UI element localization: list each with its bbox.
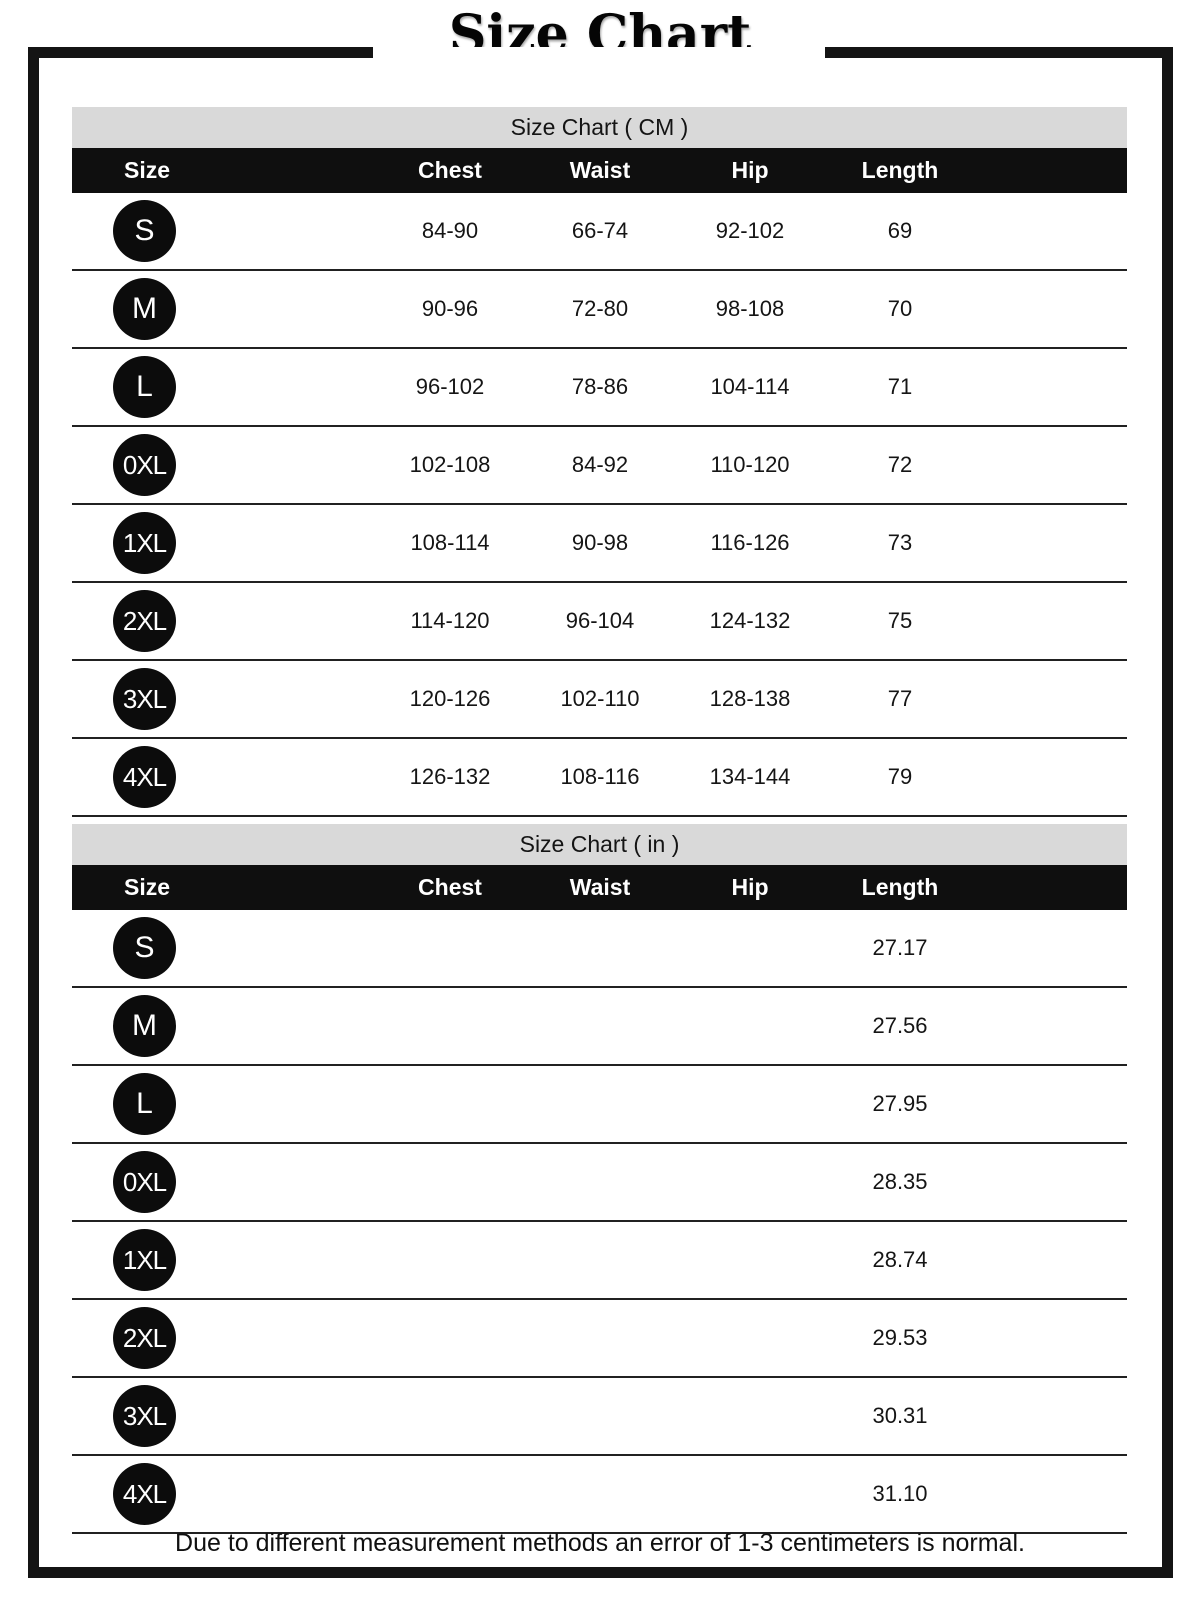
table-row-0xl: 0XL 28.35 bbox=[72, 1144, 1127, 1222]
table-row-4xl: 4XL 126-132 108-116 134-144 79 bbox=[72, 739, 1127, 817]
table-row-l: L 27.95 bbox=[72, 1066, 1127, 1144]
table-header-row: Size Chest Waist Hip Length bbox=[72, 865, 1127, 910]
size-badge-m: M bbox=[113, 995, 176, 1057]
table-row-0xl: 0XL 102-108 84-92 110-120 72 bbox=[72, 427, 1127, 505]
hip-value: 116-126 bbox=[710, 530, 790, 555]
length-value: 31.10 bbox=[872, 1481, 928, 1506]
table-body: S 84-90 66-74 92-102 69 M 90-96 72-80 98-108 70 L 9… bbox=[72, 193, 1127, 817]
column-header-waist: Waist bbox=[569, 874, 631, 900]
waist-value: 84-92 bbox=[571, 452, 629, 477]
measurement-note: Due to different measurement methods an … bbox=[175, 1528, 1025, 1557]
waist-value: 78-86 bbox=[571, 374, 629, 399]
length-value: 29.53 bbox=[872, 1325, 928, 1350]
length-value: 79 bbox=[887, 764, 913, 789]
size-badge-0xl: 0XL bbox=[113, 434, 176, 496]
size-badge-l: L bbox=[113, 1073, 176, 1135]
chest-value: 114-120 bbox=[410, 608, 490, 633]
size-badge-s: S bbox=[113, 917, 176, 979]
column-header-length: Length bbox=[861, 874, 939, 900]
table-caption-cm: Size Chart ( CM ) bbox=[72, 107, 1127, 148]
size-badge-1xl: 1XL bbox=[113, 512, 176, 574]
table-row-2xl: 2XL 29.53 bbox=[72, 1300, 1127, 1378]
size-badge-3xl: 3XL bbox=[113, 668, 176, 730]
length-value: 72 bbox=[887, 452, 913, 477]
table-row-2xl: 2XL 114-120 96-104 124-132 75 bbox=[72, 583, 1127, 661]
size-badge-0xl: 0XL bbox=[113, 1151, 176, 1213]
size-badge-m: M bbox=[113, 278, 176, 340]
size-table-in: Size Chart ( in ) Size Chest Waist Hip Lengt… bbox=[72, 824, 1127, 1534]
length-value: 71 bbox=[887, 374, 913, 399]
table-row-l: L 96-102 78-86 104-114 71 bbox=[72, 349, 1127, 427]
table-row-3xl: 3XL 120-126 102-110 128-138 77 bbox=[72, 661, 1127, 739]
size-badge-2xl: 2XL bbox=[113, 590, 176, 652]
page-border-frame bbox=[28, 47, 1173, 1578]
waist-value: 72-80 bbox=[571, 296, 629, 321]
chest-value: 108-114 bbox=[410, 530, 490, 555]
column-header-chest: Chest bbox=[418, 874, 482, 900]
size-badge-2xl: 2XL bbox=[113, 1307, 176, 1369]
waist-value: 102-110 bbox=[560, 686, 640, 711]
length-value: 69 bbox=[887, 218, 913, 243]
hip-value: 98-108 bbox=[715, 296, 785, 321]
column-header-hip: Hip bbox=[731, 874, 769, 900]
chest-value: 84-90 bbox=[421, 218, 479, 243]
column-header-length: Length bbox=[861, 157, 939, 183]
column-header-chest: Chest bbox=[418, 157, 482, 183]
length-value: 28.74 bbox=[872, 1247, 928, 1272]
hip-value: 110-120 bbox=[710, 452, 790, 477]
column-header-hip: Hip bbox=[731, 157, 769, 183]
length-value: 30.31 bbox=[872, 1403, 928, 1428]
chest-value: 90-96 bbox=[421, 296, 479, 321]
table-row-4xl: 4XL 31.10 bbox=[72, 1456, 1127, 1534]
hip-value: 92-102 bbox=[715, 218, 785, 243]
hip-value: 134-144 bbox=[709, 764, 791, 789]
length-value: 27.95 bbox=[872, 1091, 928, 1116]
length-value: 77 bbox=[887, 686, 913, 711]
table-header-row: Size Chest Waist Hip Length bbox=[72, 148, 1127, 193]
column-header-size: Size bbox=[124, 874, 171, 900]
table-caption-in: Size Chart ( in ) bbox=[72, 824, 1127, 865]
column-header-waist: Waist bbox=[569, 157, 631, 183]
hip-value: 104-114 bbox=[710, 374, 790, 399]
size-badge-1xl: 1XL bbox=[113, 1229, 176, 1291]
hip-value: 124-132 bbox=[709, 608, 791, 633]
chest-value: 126-132 bbox=[409, 764, 491, 789]
hip-value: 128-138 bbox=[709, 686, 791, 711]
length-value: 28.35 bbox=[872, 1169, 928, 1194]
table-row-1xl: 1XL 108-114 90-98 116-126 73 bbox=[72, 505, 1127, 583]
size-badge-4xl: 4XL bbox=[113, 746, 176, 808]
table-row-1xl: 1XL 28.74 bbox=[72, 1222, 1127, 1300]
chest-value: 120-126 bbox=[409, 686, 491, 711]
table-row-m: M 90-96 72-80 98-108 70 bbox=[72, 271, 1127, 349]
length-value: 27.17 bbox=[872, 935, 928, 960]
length-value: 73 bbox=[887, 530, 913, 555]
size-badge-3xl: 3XL bbox=[113, 1385, 176, 1447]
table-body: S 27.17 M 27.56 L 27.95 0XL 28.35 1XL 28.74 2XL 29.… bbox=[72, 910, 1127, 1534]
length-value: 75 bbox=[887, 608, 913, 633]
size-badge-s: S bbox=[113, 200, 176, 262]
waist-value: 90-98 bbox=[571, 530, 629, 555]
table-row-3xl: 3XL 30.31 bbox=[72, 1378, 1127, 1456]
table-row-s: S 27.17 bbox=[72, 910, 1127, 988]
waist-value: 66-74 bbox=[571, 218, 629, 243]
waist-value: 96-104 bbox=[565, 608, 635, 633]
size-badge-4xl: 4XL bbox=[113, 1463, 176, 1525]
column-header-size: Size bbox=[124, 157, 171, 183]
size-badge-l: L bbox=[113, 356, 176, 418]
chest-value: 102-108 bbox=[409, 452, 491, 477]
length-value: 70 bbox=[887, 296, 913, 321]
table-row-s: S 84-90 66-74 92-102 69 bbox=[72, 193, 1127, 271]
table-row-m: M 27.56 bbox=[72, 988, 1127, 1066]
waist-value: 108-116 bbox=[560, 764, 640, 789]
chest-value: 96-102 bbox=[415, 374, 485, 399]
size-table-cm: Size Chart ( CM ) Size Chest Waist Hip Lengt… bbox=[72, 107, 1127, 817]
frame-title-gap bbox=[373, 47, 825, 58]
length-value: 27.56 bbox=[872, 1013, 928, 1038]
